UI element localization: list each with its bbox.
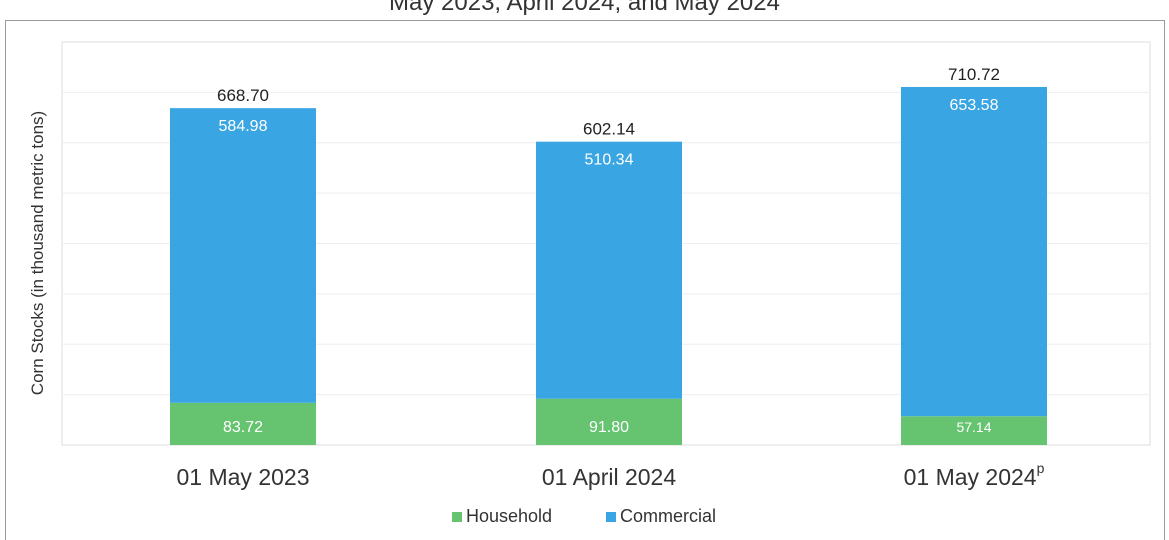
bar-commercial-1 (170, 108, 316, 403)
chart-frame (5, 20, 1165, 540)
legend: Household Commercial (452, 506, 716, 524)
total-label-1: 668.70 (217, 86, 269, 105)
category-label-2: 01 April 2024 (542, 464, 676, 490)
data-label-commercial-1: 584.98 (219, 118, 268, 135)
bar-commercial-2 (536, 141, 682, 399)
category-superscript-3: p (1037, 460, 1045, 476)
data-label-household-3: 57.14 (956, 419, 991, 435)
total-label-2: 602.14 (583, 120, 635, 139)
bar-household-1 (170, 402, 316, 445)
total-label-3: 710.72 (948, 65, 1000, 84)
data-label-commercial-3: 653.58 (950, 97, 999, 114)
labels-layer: 83.72 584.98 668.70 01 May 2023 91.80 510.34 6… (177, 65, 1045, 490)
bar-household-3 (901, 416, 1047, 445)
legend-swatch-commercial (606, 512, 616, 522)
bar-household-2 (536, 398, 682, 445)
chart-canvas: Corn Stocks (in thousand metric tons) 83… (28, 41, 1151, 524)
chart-title: May 2023, April 2024, and May 2024 (389, 0, 780, 16)
data-label-household-1: 83.72 (223, 419, 263, 436)
category-label-3: 01 May 2024p (904, 460, 1045, 490)
bars-layer (170, 86, 1047, 445)
data-label-commercial-2: 510.34 (585, 152, 634, 169)
legend-label-household: Household (466, 506, 552, 524)
category-label-1: 01 May 2023 (177, 464, 310, 490)
y-axis-label: Corn Stocks (in thousand metric tons) (28, 111, 47, 395)
legend-swatch-household (452, 512, 462, 522)
bar-commercial-3 (901, 86, 1047, 417)
data-label-household-2: 91.80 (589, 419, 629, 436)
legend-label-commercial: Commercial (620, 506, 716, 524)
